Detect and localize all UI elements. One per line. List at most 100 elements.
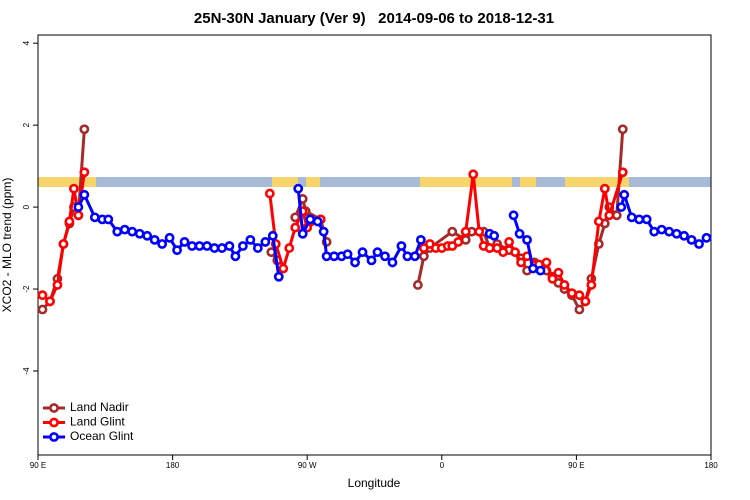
data-point: [641, 214, 652, 225]
land-ocean-strip: [38, 177, 711, 187]
data-point: [616, 202, 627, 212]
data-point: [686, 234, 697, 245]
data-point: [547, 273, 558, 284]
data-point: [574, 304, 585, 315]
data-point: [290, 222, 301, 233]
legend-label: Ocean Glint: [70, 429, 134, 443]
data-point: [37, 304, 48, 315]
land-band: [272, 177, 298, 187]
data-point: [694, 239, 704, 249]
x-tick-label: 90 E: [568, 461, 584, 470]
data-point: [89, 212, 100, 223]
land-band: [565, 177, 629, 187]
data-point: [412, 280, 423, 290]
data-point: [679, 230, 689, 241]
data-point: [264, 188, 275, 199]
data-point: [142, 230, 153, 241]
data-point: [504, 237, 514, 247]
plot-frame: [37, 34, 712, 456]
data-point: [37, 290, 48, 301]
data-point: [541, 257, 552, 268]
data-point: [510, 247, 520, 258]
data-point: [474, 226, 485, 237]
ocean-band: [38, 177, 711, 187]
data-point: [58, 239, 69, 249]
data-point: [217, 243, 227, 253]
data-point: [172, 245, 182, 256]
data-point: [179, 237, 190, 247]
data-point: [409, 251, 420, 262]
y-tick-label: 0: [22, 204, 31, 209]
data-point: [187, 241, 197, 251]
data-point: [134, 228, 145, 239]
data-point: [508, 210, 519, 221]
data-point: [237, 241, 248, 251]
data-point: [119, 224, 130, 235]
data-point: [342, 249, 353, 260]
data-point: [599, 183, 610, 194]
data-point: [489, 230, 500, 241]
x-tick-label: 0: [440, 461, 445, 470]
data-point: [468, 169, 479, 180]
data-point: [252, 243, 263, 253]
data-point: [79, 124, 90, 135]
data-point: [522, 234, 532, 245]
legend-label: Land Nadir: [70, 400, 129, 414]
data-point: [498, 247, 509, 258]
data-point: [460, 226, 471, 237]
data-point: [273, 271, 284, 282]
data-point: [528, 263, 538, 274]
data-point: [293, 183, 304, 194]
data-point: [149, 234, 160, 245]
data-point: [617, 167, 628, 178]
y-tick-label: -4: [22, 367, 31, 375]
data-point: [447, 226, 458, 237]
data-point: [664, 226, 675, 237]
data-point: [656, 224, 667, 235]
legend-swatch-marker: [49, 432, 59, 442]
data-point: [64, 216, 75, 227]
data-point: [415, 234, 426, 245]
data-point: [626, 212, 637, 223]
data-point: [619, 189, 630, 200]
data-point: [586, 280, 597, 290]
x-tick-label: 180: [166, 461, 180, 470]
data-point: [224, 241, 235, 251]
data-point: [73, 202, 84, 212]
data-point: [634, 214, 645, 225]
data-point: [396, 241, 407, 251]
data-point: [112, 226, 123, 237]
land-band: [520, 177, 536, 187]
data-point: [580, 296, 591, 307]
data-point: [329, 251, 340, 262]
x-tick-label: 90 W: [298, 461, 317, 470]
data-point: [321, 251, 332, 262]
data-point: [514, 228, 525, 239]
data-point: [230, 251, 241, 262]
legend-swatch-marker: [49, 417, 59, 428]
data-point: [202, 241, 212, 251]
legend-label: Land Glint: [70, 415, 125, 429]
data-point: [278, 263, 289, 274]
data-point: [453, 237, 464, 247]
data-point: [79, 167, 90, 178]
data-point: [402, 251, 413, 262]
data-point: [312, 216, 323, 227]
data-point: [194, 241, 205, 251]
x-axis-label: Longitude: [348, 476, 401, 490]
data-point: [79, 189, 90, 200]
data-point: [593, 216, 604, 227]
data-point: [209, 243, 220, 253]
data-point: [350, 257, 360, 268]
data-point: [73, 210, 84, 221]
y-tick-label: -2: [22, 285, 31, 293]
land-band: [306, 177, 320, 187]
data-point: [611, 210, 622, 221]
data-point: [387, 257, 398, 268]
data-point: [574, 290, 585, 301]
data-point: [267, 230, 278, 241]
data-point: [484, 243, 495, 253]
land-band: [38, 177, 96, 187]
